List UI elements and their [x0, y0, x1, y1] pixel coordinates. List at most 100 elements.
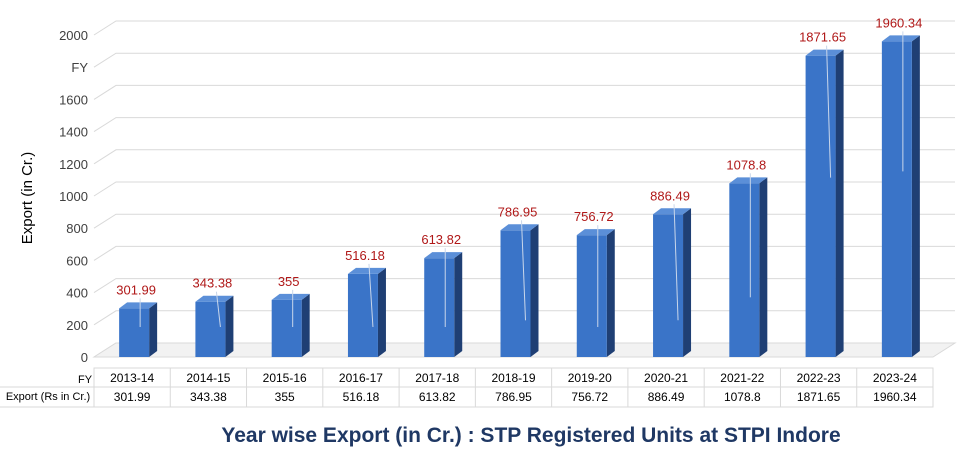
- bar-front: [881, 41, 912, 358]
- table-value: 1960.34: [873, 390, 917, 404]
- category-label: 2022-23: [797, 371, 841, 385]
- data-label: 786.95: [498, 204, 538, 219]
- y-tick-label: 0: [81, 350, 88, 365]
- category-label: 2019-20: [568, 371, 612, 385]
- bar-front: [195, 301, 226, 357]
- data-label: 613.82: [421, 232, 461, 247]
- y-axis-title: Export (in Cr.): [19, 152, 36, 245]
- bar-side: [149, 302, 158, 357]
- bar-front: [805, 55, 836, 358]
- table-value: 886.49: [648, 390, 685, 404]
- table-row-label: Export (Rs in Cr.): [6, 391, 90, 403]
- gridline: [93, 52, 955, 68]
- bar: [729, 177, 768, 357]
- bar-front: [119, 308, 150, 357]
- bar: [805, 49, 844, 358]
- bar: [424, 252, 463, 357]
- category-label: 2018-19: [491, 371, 535, 385]
- category-label: 2021-22: [720, 371, 764, 385]
- data-label: 516.18: [345, 248, 385, 263]
- category-label: 2020-21: [644, 371, 688, 385]
- gridline: [93, 181, 955, 197]
- data-labels: 301.99 343.38 355 516.18 613.82 786.95 756.72 8…: [116, 15, 922, 328]
- bar-top: [271, 293, 310, 300]
- category-label: 2015-16: [263, 371, 307, 385]
- category-label: 2014-15: [186, 371, 230, 385]
- bar-side: [377, 267, 386, 357]
- bar: [347, 267, 386, 357]
- leader-line: [521, 220, 526, 321]
- y-tick-label: 1200: [59, 157, 88, 172]
- category-label: 2017-18: [415, 371, 459, 385]
- bar-front: [424, 258, 455, 357]
- y-tick-label: 2000: [59, 28, 88, 43]
- y-tick-label: 1000: [59, 189, 88, 204]
- bar-side: [835, 49, 844, 358]
- y-axis-ticks: 0 200 400 600 800 1000 1200 1400 1600 FY 2000: [59, 28, 88, 365]
- bar-top: [500, 224, 539, 231]
- bar-front: [500, 230, 531, 357]
- bar-side: [683, 208, 692, 357]
- y-tick-label: FY: [71, 60, 88, 75]
- data-label: 886.49: [650, 188, 690, 203]
- category-label: 2023-24: [873, 371, 917, 385]
- y-tick-label: 1600: [59, 92, 88, 107]
- leader-line: [673, 204, 679, 321]
- bar-front: [271, 299, 302, 357]
- data-table: FY Export (Rs in Cr.) 2013-14 301.99 2014-…: [0, 367, 934, 408]
- bar-side: [301, 293, 310, 357]
- bar-top: [347, 267, 386, 274]
- table-value: 355: [275, 390, 295, 404]
- leader-line: [368, 263, 374, 328]
- table-value: 516.18: [343, 390, 380, 404]
- data-label: 1078.8: [726, 157, 766, 172]
- bar: [119, 302, 158, 357]
- bar-side: [759, 177, 768, 357]
- table-value: 1871.65: [797, 390, 841, 404]
- y-tick-label: 600: [66, 253, 88, 268]
- table-value: 613.82: [419, 390, 456, 404]
- bar-top: [805, 49, 844, 56]
- y-tick-label: 800: [66, 221, 88, 236]
- bar-side: [911, 35, 920, 358]
- data-label: 1960.34: [875, 15, 922, 30]
- bar-front: [653, 214, 684, 357]
- y-tick-label: 200: [66, 318, 88, 333]
- category-label: 2013-14: [110, 371, 154, 385]
- bar-top: [424, 252, 463, 259]
- table-value: 756.72: [571, 390, 608, 404]
- bar-front: [576, 235, 607, 357]
- gridline: [93, 20, 955, 36]
- bar-front: [347, 273, 378, 357]
- bar: [576, 229, 615, 357]
- table-value: 343.38: [190, 390, 227, 404]
- table-value: 1078.8: [724, 390, 761, 404]
- gridlines: [93, 20, 955, 358]
- bar: [881, 35, 920, 358]
- bar-top: [653, 208, 692, 215]
- bar-side: [606, 229, 615, 357]
- bar-side: [225, 295, 234, 357]
- leader-line: [215, 291, 221, 328]
- data-label: 355: [278, 274, 300, 289]
- y-tick-label: 400: [66, 286, 88, 301]
- bar: [653, 208, 692, 357]
- gridline: [93, 117, 955, 133]
- bars: [119, 35, 920, 358]
- category-label: 2016-17: [339, 371, 383, 385]
- bar: [195, 295, 234, 357]
- bar-top: [195, 295, 234, 302]
- bar-top: [729, 177, 768, 184]
- data-label: 343.38: [193, 276, 233, 291]
- gridline: [93, 149, 955, 165]
- data-label: 301.99: [116, 282, 156, 297]
- bar-top: [119, 302, 158, 309]
- y-tick-label: 1400: [59, 125, 88, 140]
- bar-top: [881, 35, 920, 42]
- bar: [271, 293, 310, 357]
- bar-side: [454, 252, 463, 357]
- data-label: 1871.65: [799, 30, 846, 45]
- bar-front: [729, 183, 760, 357]
- bar-side: [530, 224, 539, 357]
